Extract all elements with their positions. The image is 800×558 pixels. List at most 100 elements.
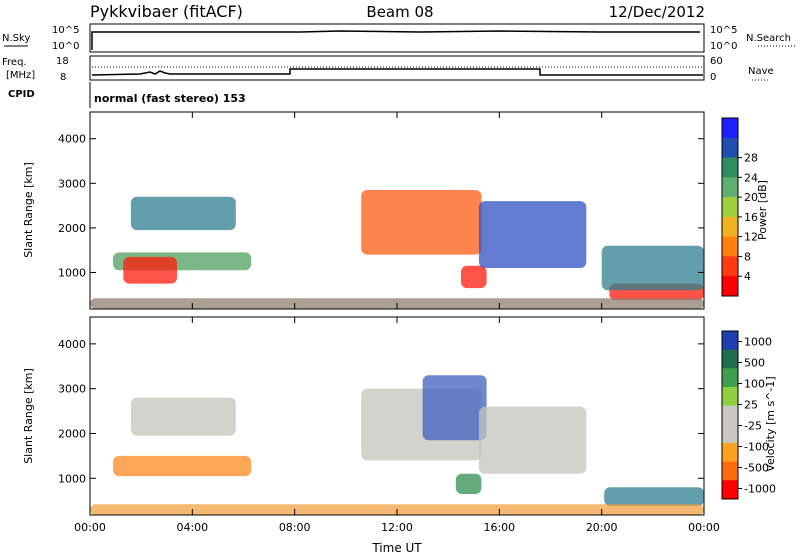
power-ylabel: Slant Range [km] <box>22 162 35 258</box>
radar-title: Pykkvibaer (fitACF) <box>90 2 243 21</box>
velocity-colorbar-swatch <box>722 480 738 500</box>
date-label: 12/Dec/2012 <box>609 3 705 21</box>
velocity-x-axis: 00:00 04:00 08:00 12:00 16:00 20:00 00:00 <box>74 317 720 534</box>
velocity-echo-region <box>130 397 236 436</box>
velocity-x-tick-label: 08:00 <box>279 521 311 534</box>
velocity-x-tick-label: 20:00 <box>586 521 618 534</box>
x-axis-label: Time UT <box>371 541 422 554</box>
velocity-echo-region <box>455 473 482 494</box>
velocity-colorbar-frame <box>721 330 739 500</box>
nsearch-tick-top: 10^5 <box>710 25 737 36</box>
velocity-y-axis: 1000 2000 3000 4000 <box>58 338 704 485</box>
power-colorbar-tick-label: 16 <box>744 211 758 224</box>
freq-trace <box>91 68 703 76</box>
power-echo-region <box>461 265 487 289</box>
velocity-echo-region <box>422 375 487 441</box>
velocity-colorbar-swatch <box>722 443 738 463</box>
velocity-y-tick-label: 4000 <box>58 338 86 351</box>
power-y-tick-label: 2000 <box>58 222 86 235</box>
velocity-colorbar-swatch <box>722 368 738 388</box>
nsky-trace <box>91 30 700 50</box>
power-colorbar-swatch <box>722 276 738 297</box>
velocity-y-tick-label: 2000 <box>58 427 86 440</box>
power-echo-region <box>478 201 587 268</box>
velocity-colorbar-tick-label: 25 <box>744 399 758 412</box>
power-panel: 1000 2000 3000 4000 Slant Range [km] 4 8 12 16… <box>22 111 769 310</box>
power-colorbar-swatch <box>722 157 738 178</box>
velocity-colorbar-swatch <box>722 387 738 407</box>
power-colorbar-tick-label: 12 <box>744 231 758 244</box>
freq-tick-top: 18 <box>56 56 69 67</box>
power-colorbar-tick-label: 4 <box>744 270 751 283</box>
power-echo-region <box>361 190 482 255</box>
velocity-colorbar-swatch <box>722 424 738 444</box>
velocity-regions <box>90 375 704 515</box>
velocity-colorbar-label: Velocity [m s^-1] <box>764 376 777 471</box>
velocity-colorbar-tick-label: 100 <box>744 378 765 391</box>
power-colorbar-swatch <box>722 118 738 139</box>
power-colorbar-frame <box>721 117 739 297</box>
power-colorbar: 4 8 12 16 20 24 28 <box>721 117 758 297</box>
velocity-colorbar-swatch <box>722 331 738 351</box>
power-echo-region <box>123 256 177 284</box>
power-y-tick-label: 3000 <box>58 177 86 190</box>
power-colorbar-tick-label: 28 <box>744 152 758 165</box>
freq-unit: [MHz] <box>6 70 35 81</box>
power-colorbar-swatch <box>722 236 738 257</box>
power-colorbar-swatch <box>722 256 738 277</box>
velocity-echo-region <box>113 455 252 477</box>
velocity-colorbar-tick-label: -25 <box>744 420 762 433</box>
velocity-panel: 1000 2000 3000 4000 00:00 04:00 08:00 12:00 16:… <box>22 316 777 534</box>
cpid-text: normal (fast stereo) 153 <box>94 92 246 105</box>
nsky-label: N.Sky <box>2 33 30 44</box>
freq-panel <box>89 55 705 81</box>
velocity-x-tick-label: 00:00 <box>74 521 106 534</box>
power-y-tick-label: 4000 <box>58 133 86 146</box>
power-colorbar-label: Power [dB] <box>756 180 769 240</box>
nsky-tick-top: 10^5 <box>52 25 79 36</box>
freq-tick-bottom: 8 <box>60 72 66 83</box>
velocity-x-tick-label: 16:00 <box>483 521 515 534</box>
nsearch-label: N.Search <box>746 33 791 44</box>
velocity-colorbar-swatch <box>722 405 738 425</box>
power-regions <box>90 190 704 309</box>
nave-label: Nave <box>748 66 774 77</box>
power-colorbar-swatch <box>722 197 738 218</box>
power-colorbar-swatch <box>722 137 738 159</box>
freq-label: Freq. <box>2 57 27 68</box>
velocity-colorbar-tick-label: -500 <box>744 462 769 475</box>
velocity-ylabel: Slant Range [km] <box>22 368 35 464</box>
velocity-y-tick-label: 1000 <box>58 472 86 485</box>
velocity-x-tick-label: 00:00 <box>688 521 720 534</box>
power-colorbar-tick-label: 20 <box>744 191 758 204</box>
nsearch-tick-bottom: 10^0 <box>710 41 737 52</box>
power-colorbar-tick-label: 8 <box>744 250 751 263</box>
power-echo-region <box>130 196 236 231</box>
power-colorbar-tick-label: 24 <box>744 171 758 184</box>
velocity-colorbar: 1000 500 100 25 -25 -100 -500 -1000 <box>721 330 776 500</box>
beam-label: Beam 08 <box>366 3 433 21</box>
velocity-colorbar-swatch <box>722 349 738 369</box>
velocity-x-tick-label: 04:00 <box>176 521 208 534</box>
velocity-colorbar-swatch <box>722 461 738 481</box>
nsky-tick-bottom: 10^0 <box>52 41 79 52</box>
velocity-colorbar-tick-label: -1000 <box>744 483 776 496</box>
power-colorbar-swatch <box>722 216 738 238</box>
velocity-y-tick-label: 3000 <box>58 383 86 396</box>
cpid-label: CPID <box>8 89 35 100</box>
nave-tick-top: 60 <box>710 56 723 67</box>
velocity-colorbar-tick-label: 500 <box>744 357 765 370</box>
velocity-x-tick-label: 12:00 <box>381 521 413 534</box>
velocity-echo-region <box>604 487 704 506</box>
nave-tick-bottom: 0 <box>710 72 716 83</box>
velocity-colorbar-tick-label: -100 <box>744 441 769 454</box>
power-colorbar-swatch <box>722 177 738 198</box>
power-echo-region <box>601 245 704 291</box>
velocity-echo-region <box>478 406 587 474</box>
power-y-axis: 1000 2000 3000 4000 <box>58 133 704 279</box>
power-x-axis <box>89 112 705 309</box>
power-y-tick-label: 1000 <box>58 266 86 279</box>
nsky-panel <box>89 23 705 53</box>
